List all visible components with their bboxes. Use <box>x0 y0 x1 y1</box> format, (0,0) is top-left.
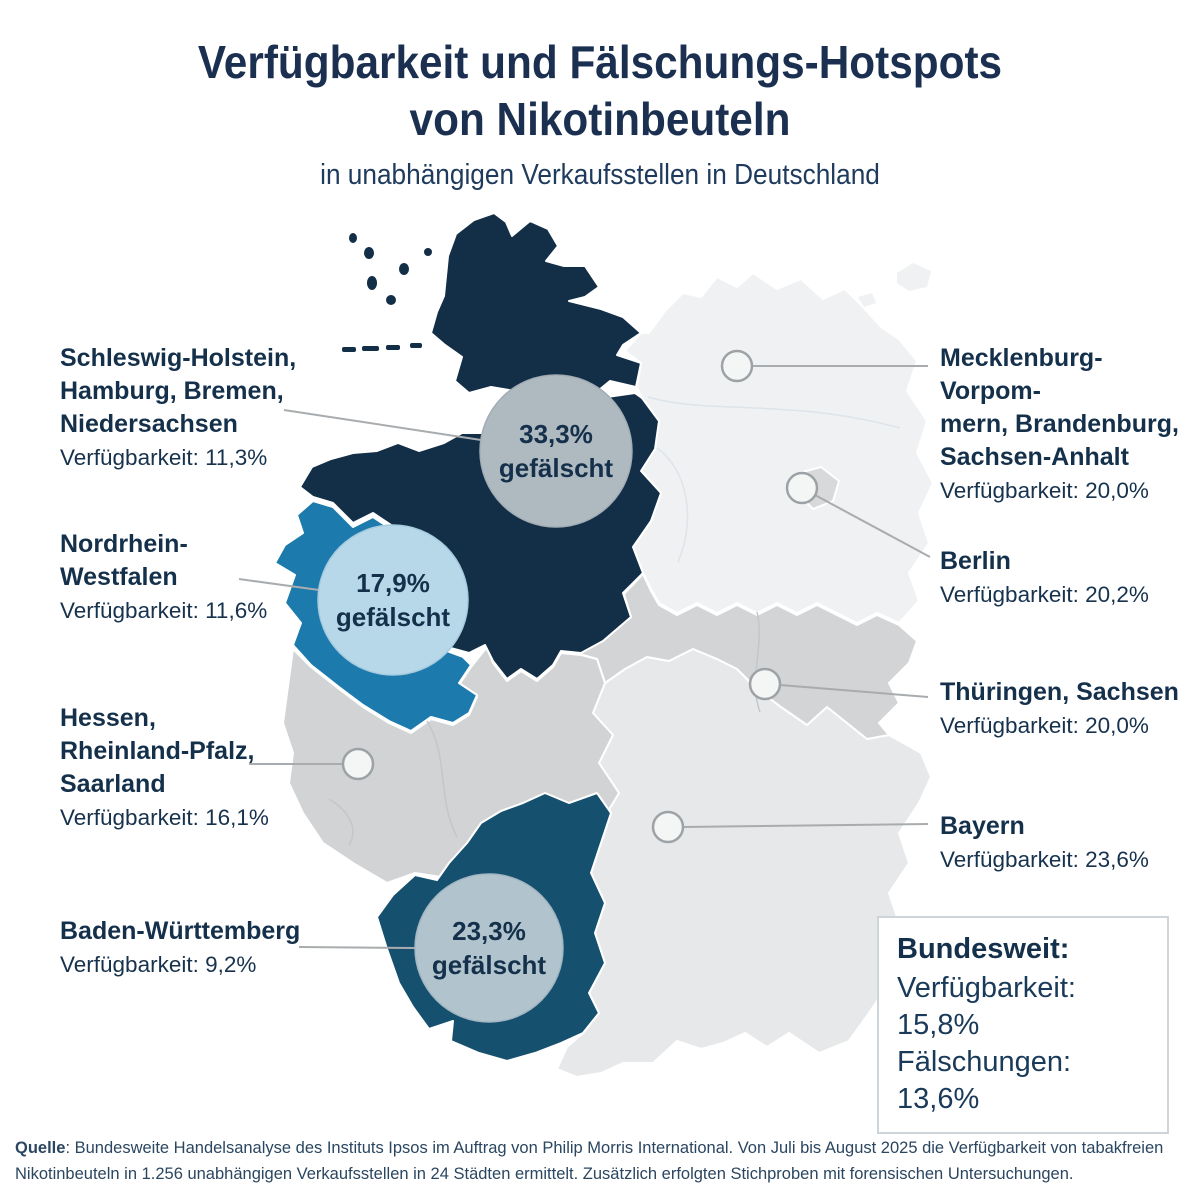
map-northsea-islands <box>342 233 432 352</box>
leader-line-bayern <box>682 823 929 828</box>
marker-thueringen <box>748 667 782 701</box>
source-note: Quelle: Bundesweite Handelsanalyse des I… <box>15 1135 1195 1187</box>
region-label-bayern: Bayern Verfügbarkeit: 23,6% <box>940 810 1149 874</box>
counterfeit-value-bw: 23,3% gefälscht <box>431 916 547 980</box>
region-availability-mv: Verfügbarkeit: 20,0% <box>940 478 1149 503</box>
counterfeit-value-nrw: 17,9% gefälscht <box>335 568 451 632</box>
region-name-thueringen-sachsen: Thüringen, Sachsen <box>940 678 1179 706</box>
border-rlp-saarland <box>328 798 354 846</box>
national-summary-box: Bundesweit: Verfügbarkeit: 15,8% Fälschu… <box>877 916 1169 1134</box>
map-island-usedom <box>858 293 876 307</box>
region-name-nrw: Nordrhein- Westfalen <box>60 530 188 591</box>
leader-line-north <box>283 409 482 441</box>
region-name-bayern: Bayern <box>940 812 1025 840</box>
page-title: Verfügbarkeit und Fälschungs-Hotspots vo… <box>197 36 1003 145</box>
header: Verfügbarkeit und Fälschungs-Hotspots vo… <box>48 34 1152 194</box>
region-availability-bw: Verfügbarkeit: 9,2% <box>60 952 257 977</box>
region-availability-hessen: Verfügbarkeit: 16,1% <box>60 805 269 830</box>
region-label-berlin: Berlin Verfügbarkeit: 20,2% <box>940 545 1149 609</box>
leader-line-bw <box>298 946 416 949</box>
region-label-thueringen-sachsen: Thüringen, Sachsen Verfügbarkeit: 20,0% <box>940 676 1179 740</box>
region-label-mv: Mecklenburg-Vorpom- mern, Brandenburg, S… <box>940 342 1200 505</box>
region-name-hessen: Hessen, Rheinland-Pfalz, Saarland <box>60 704 255 798</box>
national-availability: Verfügbarkeit: 15,8% <box>897 972 1076 1041</box>
map-island-ruegen <box>897 263 931 291</box>
marker-mv <box>720 349 754 383</box>
region-label-hessen: Hessen, Rheinland-Pfalz, Saarland Verfüg… <box>60 702 269 832</box>
region-name-berlin: Berlin <box>940 547 1011 575</box>
region-label-nrw: Nordrhein- Westfalen Verfügbarkeit: 11,6… <box>60 528 267 625</box>
region-label-north: Schleswig-Holstein, Hamburg, Bremen, Nie… <box>60 342 296 472</box>
counterfeit-circle-bw <box>414 873 564 1023</box>
counterfeit-value-north: 33,3% gefälscht <box>498 419 614 483</box>
source-label: Quelle <box>15 1139 66 1157</box>
region-label-bw: Baden-Württemberg Verfügbarkeit: 9,2% <box>60 915 300 979</box>
counterfeit-circle-north <box>479 374 633 528</box>
region-availability-bayern: Verfügbarkeit: 23,6% <box>940 847 1149 872</box>
border-thueringen-sachsen <box>754 611 761 713</box>
national-counterfeits: Fälschungen: 13,6% <box>897 1046 1072 1115</box>
region-availability-nrw: Verfügbarkeit: 11,6% <box>60 598 268 623</box>
border-sachsen-anhalt <box>656 447 689 563</box>
marker-hessen <box>341 747 375 781</box>
source-text: : Bundesweite Handelsanalyse des Institu… <box>15 1139 1164 1183</box>
map-region-mv-bb-st <box>624 272 934 624</box>
leader-line-nrw <box>238 578 320 591</box>
marker-bayern <box>651 810 685 844</box>
counterfeit-circle-nrw <box>317 524 469 676</box>
region-name-bw: Baden-Württemberg <box>60 917 301 945</box>
border-mv-brandenburg <box>647 396 901 429</box>
page-subtitle: in unabhängigen Verkaufsstellen in Deuts… <box>320 159 880 191</box>
region-name-mv: Mecklenburg-Vorpom- mern, Brandenburg, S… <box>940 344 1179 471</box>
marker-berlin <box>785 471 819 505</box>
border-hessen-rlp <box>426 720 458 838</box>
map-region-schleswig-holstein <box>430 212 642 413</box>
national-title: Bundesweit: <box>897 933 1070 965</box>
leader-line-thueringen <box>779 684 929 698</box>
region-availability-berlin: Verfügbarkeit: 20,2% <box>940 582 1149 607</box>
leader-line-berlin <box>814 494 931 558</box>
region-name-north: Schleswig-Holstein, Hamburg, Bremen, Nie… <box>60 344 297 438</box>
region-availability-north: Verfügbarkeit: 11,3% <box>60 445 268 470</box>
region-availability-thueringen-sachsen: Verfügbarkeit: 20,0% <box>940 713 1149 738</box>
